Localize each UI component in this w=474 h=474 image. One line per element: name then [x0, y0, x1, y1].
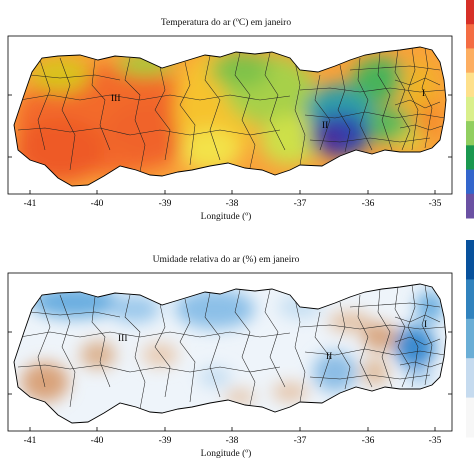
x-tick-label: -38 [226, 436, 239, 446]
humidity-map-svg: III II I -41 -40 -39 -38 -37 -36 -35 [7, 240, 474, 446]
region-label-iii: III [111, 94, 121, 104]
x-tick-label: -39 [159, 199, 172, 209]
humidity-title: Umidade relativa do ar (%) em janeiro [152, 255, 300, 265]
x-tick-label: -35 [429, 436, 442, 446]
colorbar-segment [466, 72, 474, 98]
colorbar-segment [466, 145, 474, 171]
colorbar-segment [466, 24, 474, 49]
x-axis-ticks: -41 -40 -39 -38 -37 -36 -35 [24, 190, 442, 209]
map-frame [7, 272, 453, 432]
colorbar-segment [466, 121, 474, 146]
x-axis-ticks: -41 -40 -39 -38 -37 -36 -35 [24, 427, 442, 446]
state-outline [13, 46, 447, 187]
x-tick-label: -39 [159, 436, 172, 446]
colorbar-segment [466, 193, 474, 219]
colorbar-segment [466, 0, 474, 25]
colorbar-segment [466, 48, 474, 74]
region-label-ii: II [326, 352, 332, 362]
region-label-iii: III [118, 334, 128, 344]
region-label-i: I [424, 320, 427, 330]
colorbar-segment [466, 169, 474, 195]
colorbar-segment [466, 397, 474, 438]
x-tick-label: -36 [362, 436, 375, 446]
x-tick-label: -37 [294, 436, 307, 446]
x-tick-label: -36 [362, 199, 375, 209]
x-tick-label: -41 [24, 436, 37, 446]
x-tick-label: -41 [24, 199, 37, 209]
municipal-boundaries [17, 47, 446, 173]
colorbar-segment [466, 96, 474, 122]
temperature-panel: III II I -41 -40 -39 -38 -37 -36 -35 Tem… [7, 0, 474, 222]
x-tick-label: -35 [429, 199, 442, 209]
humidity-panel: III II I -41 -40 -39 -38 -37 -36 -35 Umi… [0, 237, 474, 474]
temperature-map-svg: III II I -41 -40 -39 -38 -37 -36 -35 [7, 0, 474, 219]
humidity-xlabel: Longitude (º) [200, 449, 252, 459]
colorbar-segment [466, 279, 474, 320]
region-label-ii: II [322, 121, 328, 131]
x-tick-label: -40 [91, 436, 104, 446]
humidity-colorbar [466, 240, 474, 438]
temperature-xlabel: Longitude (º) [200, 212, 252, 222]
colorbar-segment [466, 318, 474, 359]
colorbar-segment [466, 358, 474, 399]
map-frame [7, 35, 453, 195]
temperature-colorbar [466, 0, 474, 219]
x-tick-label: -38 [226, 199, 239, 209]
colorbar-segment [466, 240, 474, 280]
x-tick-label: -40 [91, 199, 104, 209]
x-tick-label: -37 [294, 199, 307, 209]
municipal-boundaries [17, 284, 446, 410]
region-label-i: I [422, 89, 425, 99]
state-outline [13, 283, 447, 424]
temperature-title: Temperatura do ar (ºC) em janeiro [160, 18, 292, 28]
